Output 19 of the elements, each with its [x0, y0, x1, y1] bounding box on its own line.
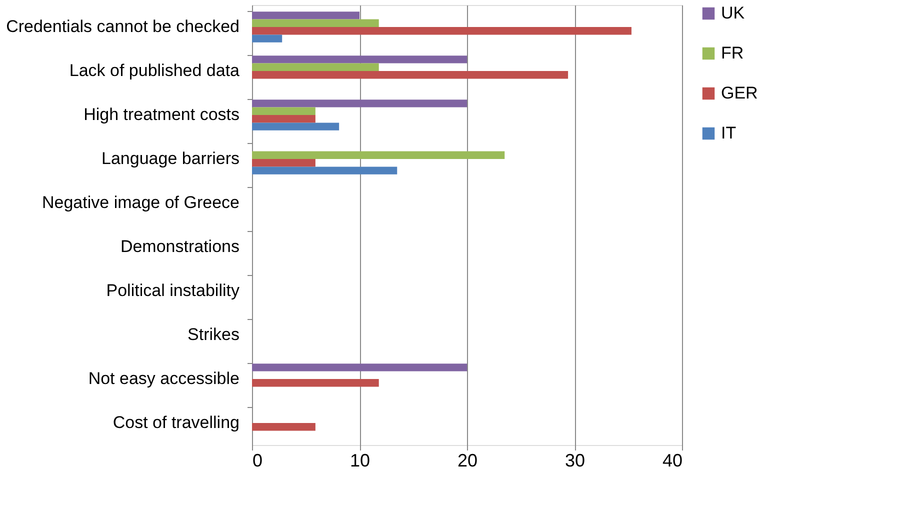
x-tick-label: 20 — [457, 450, 478, 470]
y-tick-label: Demonstrations — [120, 237, 240, 256]
legend-label: IT — [721, 124, 736, 142]
x-tick-label: 30 — [564, 450, 586, 470]
y-tick-label: Negative image of Greece — [42, 193, 240, 212]
legend-label: UK — [721, 4, 746, 22]
y-tick-label: Language barriers — [102, 149, 240, 168]
x-tick-label: 40 — [662, 450, 682, 470]
x-tick-label: 10 — [350, 450, 370, 470]
y-tick-label: High treatment costs — [84, 105, 240, 124]
y-tick-label: Lack of published data — [69, 61, 240, 80]
y-tick-label: Cost of travelling — [112, 413, 240, 432]
y-tick-label: Credentials cannot be checked — [6, 17, 240, 36]
legend-label: GER — [721, 84, 758, 102]
legend-label: FR — [721, 44, 744, 62]
y-tick-label: Strikes — [188, 325, 240, 344]
y-tick-label: Not easy accessible — [88, 369, 240, 388]
y-tick-label: Political instability — [106, 281, 240, 300]
x-tick-label: 0 — [252, 450, 263, 470]
